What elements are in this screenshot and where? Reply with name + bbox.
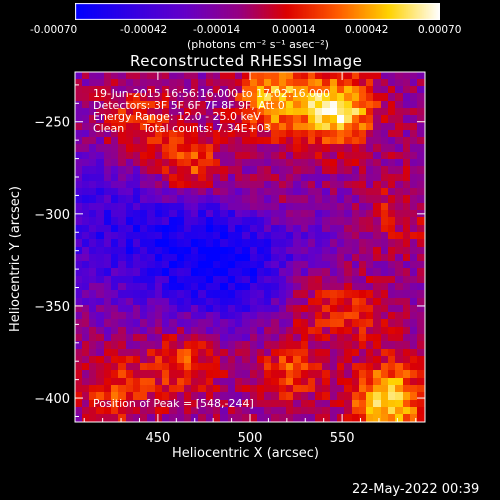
chart-title: Reconstructed RHESSI Image [130,52,363,70]
x-tick-label: 500 [238,431,263,446]
y-tick-label: −300 [34,208,70,223]
time-range-annotation: 19-Jun-2015 16:56:16.000 to 17:02:16.000 [93,87,331,100]
colorbar-tick-label: -0.00042 [120,24,168,36]
datestamp: 22-May-2022 00:39 [352,482,480,497]
x-tick-label: 450 [145,431,170,446]
heatmap-image [75,72,425,422]
y-tick-label: −400 [34,392,70,407]
x-tick-label: 550 [330,431,355,446]
x-axis-label: Heliocentric X (arcsec) [172,446,319,461]
colorbar-tick-label: 0.00014 [272,24,316,36]
energy-annotation: Energy Range: 12.0 - 25.0 keV [93,110,261,123]
colorbar-tick-label: 0.00070 [418,24,462,36]
y-tick-label: −350 [34,300,70,315]
colorbar [75,3,440,20]
peak-annotation: Position of Peak = [548,-244] [93,397,254,410]
y-tick-label: −250 [34,116,70,131]
colorbar-tick-label: -0.00014 [193,24,241,36]
method-annotation: Clean [93,121,125,135]
colorbar-tick-label: -0.00070 [30,24,78,36]
y-axis-label: Heliocentric Y (arcsec) [8,186,23,332]
detectors-annotation: Detectors: 3F 5F 6F 7F 8F 9F, Att 0 [93,98,285,112]
counts-annotation: Total counts: 7.34E+03 [143,121,271,135]
colorbar-unit-label: (photons cm⁻² s⁻¹ asec⁻²) [187,38,329,51]
colorbar-tick-label: 0.00042 [345,24,389,36]
